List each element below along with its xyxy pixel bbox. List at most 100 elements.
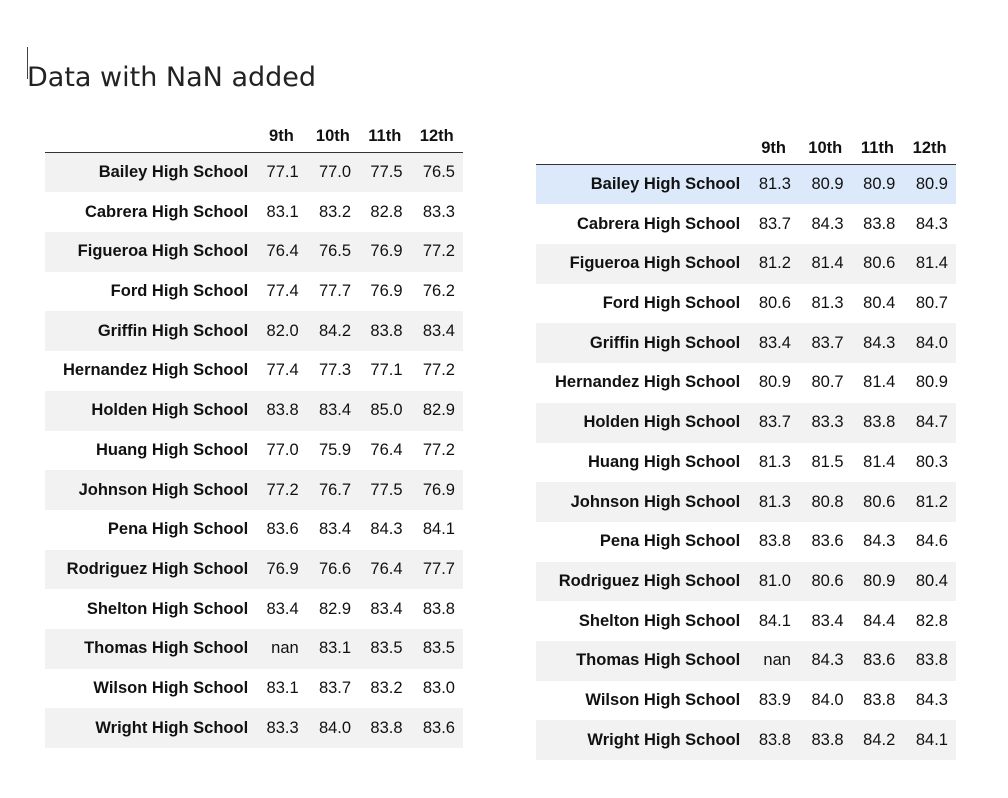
table-cell: 83.8 [863, 214, 896, 233]
row-label: Hernandez High School [555, 373, 741, 392]
table-cell: 83.8 [266, 401, 299, 420]
table-cell: 82.9 [318, 599, 352, 618]
row-label: Wright High School [587, 730, 741, 749]
table-cell: 84.3 [915, 214, 948, 233]
table-row: Hernandez High School 77.4 77.3 77.1 77.2 [45, 351, 463, 391]
table-row: Thomas High School nan 83.1 83.5 83.5 [45, 628, 463, 669]
table-cell: 83.8 [863, 413, 896, 432]
table-cell: 76.9 [370, 282, 403, 301]
table-cell: 83.2 [370, 678, 403, 697]
table-cell: 83.3 [266, 718, 299, 737]
table-cell: nan [271, 639, 299, 658]
table-cell: 83.8 [370, 718, 403, 737]
row-label: Ford High School [110, 282, 249, 301]
table-row: Johnson High School 77.2 76.7 77.5 76.9 [45, 470, 463, 510]
table-cell: 83.6 [266, 520, 299, 539]
table-row: Cabrera High School 83.1 83.2 82.8 83.3 [45, 192, 463, 233]
table-cell: 83.5 [370, 639, 403, 658]
table-row: Ford High School 80.6 81.3 80.4 80.7 [536, 283, 956, 324]
table-cell: 84.1 [422, 520, 455, 539]
column-header: 9th [748, 118, 799, 165]
table-cell: 83.3 [422, 202, 455, 221]
header-row: 9th 10th 11th 12th [45, 106, 463, 153]
row-label: Wilson High School [93, 678, 249, 697]
table-cell: 84.3 [863, 333, 896, 352]
index-header [536, 118, 749, 165]
right-dataframe-table: 9th 10th 11th 12th Bailey High School 81.3 80… [536, 118, 956, 760]
table-cell: 76.7 [318, 480, 352, 499]
table-cell: 80.7 [811, 373, 844, 392]
table-row: Figueroa High School 76.4 76.5 76.9 77.2 [45, 232, 463, 272]
table-cell: 83.8 [811, 730, 844, 749]
table-cell: 80.6 [758, 294, 791, 313]
page-title: Data with NaN added [27, 62, 317, 94]
table-cell: 77.1 [266, 163, 299, 182]
table-cell: 84.3 [915, 690, 948, 709]
table-row: Thomas High School nan 84.3 83.6 83.8 [536, 640, 956, 681]
column-header: 11th [359, 106, 411, 153]
table-cell: 80.7 [915, 294, 948, 313]
table-row: Wright High School 83.8 83.8 84.2 84.1 [536, 720, 956, 760]
table-cell: 83.4 [422, 321, 455, 340]
table-cell: 80.4 [915, 571, 948, 590]
table-cell: 80.9 [863, 571, 896, 590]
table-cell: 81.3 [758, 452, 791, 471]
table-cell: 80.3 [915, 452, 948, 471]
table-cell: 75.9 [318, 440, 352, 459]
table-cell: 76.2 [422, 282, 455, 301]
table-cell: 83.1 [266, 678, 299, 697]
table-row: Shelton High School 84.1 83.4 84.4 82.8 [536, 601, 956, 641]
table-cell: 83.3 [811, 413, 844, 432]
table-cell: 81.2 [915, 492, 948, 511]
table-row: Cabrera High School 83.7 84.3 83.8 84.3 [536, 204, 956, 245]
row-label: Wright High School [95, 718, 249, 737]
column-header: 10th [798, 118, 852, 165]
table-cell: 84.6 [915, 532, 948, 551]
row-label: Bailey High School [590, 175, 741, 194]
table-cell: 83.8 [758, 730, 791, 749]
table-cell: 76.6 [318, 559, 352, 578]
table-row: Rodriguez High School 81.0 80.6 80.9 80.4 [536, 561, 956, 602]
table-cell: 77.1 [370, 361, 403, 380]
row-label: Holden High School [91, 401, 249, 420]
table-cell: 76.9 [370, 242, 403, 261]
table-row: Rodriguez High School 76.9 76.6 76.4 77.7 [45, 549, 463, 590]
table-cell: 84.3 [370, 520, 403, 539]
table-cell: 84.2 [863, 730, 896, 749]
table-cell: 84.0 [915, 333, 948, 352]
table-cell: 81.3 [758, 175, 791, 194]
row-label: Thomas High School [84, 639, 249, 658]
table-cell: 83.8 [758, 532, 791, 551]
row-label: Bailey High School [98, 163, 249, 182]
column-header: 10th [306, 106, 360, 153]
row-label: Johnson High School [78, 480, 249, 499]
table-cell: 76.4 [370, 440, 403, 459]
table-row: Ford High School 77.4 77.7 76.9 76.2 [45, 271, 463, 312]
table-cell: 80.4 [863, 294, 896, 313]
row-label: Figueroa High School [569, 254, 741, 273]
table-cell: 83.0 [422, 678, 455, 697]
table-cell: 76.4 [266, 242, 299, 261]
table-cell: 76.4 [370, 559, 403, 578]
table-cell: nan [763, 651, 791, 670]
row-label: Cabrera High School [84, 202, 249, 221]
column-header: 11th [851, 118, 904, 165]
table-cell: 84.1 [915, 730, 948, 749]
table-cell: 83.8 [863, 690, 896, 709]
table-cell: 83.2 [318, 202, 352, 221]
header-row: 9th 10th 11th 12th [536, 118, 956, 165]
table-cell: 84.0 [318, 718, 352, 737]
table-cell: 80.9 [863, 175, 896, 194]
table-cell: 83.7 [758, 413, 791, 432]
table-cell: 80.9 [811, 175, 844, 194]
table-cell: 77.4 [266, 361, 299, 380]
table-cell: 77.7 [422, 559, 455, 578]
table-cell: 77.0 [266, 440, 299, 459]
text-cursor [27, 47, 28, 79]
table-cell: 81.4 [863, 452, 896, 471]
row-label: Rodriguez High School [66, 559, 249, 578]
table-cell: 84.1 [758, 611, 791, 630]
table-row: Wilson High School 83.1 83.7 83.2 83.0 [45, 668, 463, 709]
table-cell: 85.0 [370, 401, 403, 420]
row-label: Ford High School [602, 294, 741, 313]
